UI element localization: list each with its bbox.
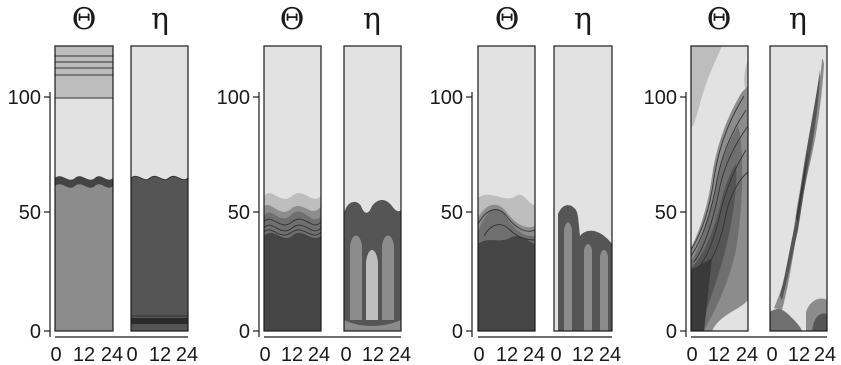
panel-1-y-axis: 100 50 0 (8, 87, 51, 343)
panel-3-y-axis: 100 50 0 (430, 87, 473, 343)
x-tick-label: 0 (340, 344, 351, 365)
x-tick-label: 24 (736, 344, 758, 365)
y-tick-label: 0 (239, 321, 250, 343)
panel-4-eta-plot: η (769, 2, 828, 332)
panel-4-x-axis: 0 12 24 0 12 24 (686, 336, 836, 365)
x-tick-label: 12 (281, 344, 303, 365)
x-tick-label: 24 (523, 344, 545, 365)
panel-1-eta-plot: η (130, 2, 189, 332)
x-tick-label: 12 (73, 344, 95, 365)
x-tick-label: 0 (550, 344, 561, 365)
field-region-lower (55, 176, 113, 331)
x-tick-label: 24 (599, 344, 621, 365)
x-tick-label: 24 (101, 344, 123, 365)
y-tick-label: 50 (228, 202, 250, 224)
panel-1-theta-plot: Θ (54, 2, 114, 332)
x-tick-label: 24 (389, 344, 411, 365)
y-tick-label: 50 (655, 202, 677, 224)
panel-4-theta-plot: Θ (690, 2, 749, 332)
isolines (690, 95, 749, 269)
y-tick-label: 0 (30, 321, 41, 343)
isolines (477, 209, 536, 241)
panel-2-y-axis: 100 50 0 (217, 87, 260, 343)
panel-2: 100 50 0 Θ η (217, 2, 412, 365)
x-tick-label: 0 (766, 344, 777, 365)
panel-2-theta-header: Θ (280, 2, 305, 37)
x-tick-label: 12 (149, 344, 171, 365)
x-tick-label: 12 (362, 344, 384, 365)
stratification-lines (55, 55, 113, 99)
y-tick-label: 0 (452, 321, 463, 343)
x-tick-label: 24 (814, 344, 836, 365)
x-tick-label: 0 (473, 344, 484, 365)
x-tick-label: 0 (50, 344, 61, 365)
panel-2-eta-plot: η (343, 2, 402, 332)
panel-3-eta-plot: η (553, 2, 613, 332)
y-tick-label: 100 (217, 87, 250, 109)
y-tick-label: 100 (430, 87, 463, 109)
x-tick-label: 12 (496, 344, 518, 365)
panel-2-x-axis: 0 12 24 0 12 24 (259, 336, 411, 365)
panel-3-theta-plot: Θ (477, 2, 536, 332)
panel-2-theta-plot: Θ (263, 2, 322, 332)
y-tick-label: 100 (8, 87, 41, 109)
x-tick-label: 0 (126, 344, 137, 365)
x-tick-label: 0 (686, 344, 697, 365)
isolines (263, 218, 322, 236)
y-tick-label: 100 (644, 87, 677, 109)
panel-1-eta-header: η (151, 2, 169, 37)
x-tick-label: 24 (176, 344, 198, 365)
x-tick-label: 0 (259, 344, 270, 365)
x-tick-label: 24 (308, 344, 330, 365)
panel-1-x-axis: 0 12 24 0 12 24 (50, 336, 198, 365)
field-region-top (55, 46, 113, 98)
y-tick-label: 0 (666, 321, 677, 343)
panel-2-eta-header: η (363, 2, 381, 37)
panel-1-theta-header: Θ (72, 2, 97, 37)
panel-3-eta-header: η (574, 2, 592, 37)
panel-3-theta-header: Θ (495, 2, 520, 37)
x-tick-label: 12 (708, 344, 730, 365)
x-tick-label: 12 (572, 344, 594, 365)
panel-1: 100 50 0 Θ (8, 2, 199, 365)
panel-3: 100 50 0 Θ η 0 (430, 2, 622, 365)
y-tick-label: 50 (441, 202, 463, 224)
panel-4-y-axis: 100 50 0 (644, 87, 687, 343)
x-tick-label: 12 (788, 344, 810, 365)
panel-4: 100 50 0 Θ (644, 2, 837, 365)
panel-4-theta-header: Θ (707, 2, 732, 37)
y-tick-label: 50 (19, 202, 41, 224)
panel-4-eta-header: η (789, 2, 807, 37)
panel-3-x-axis: 0 12 24 0 12 24 (473, 336, 621, 365)
